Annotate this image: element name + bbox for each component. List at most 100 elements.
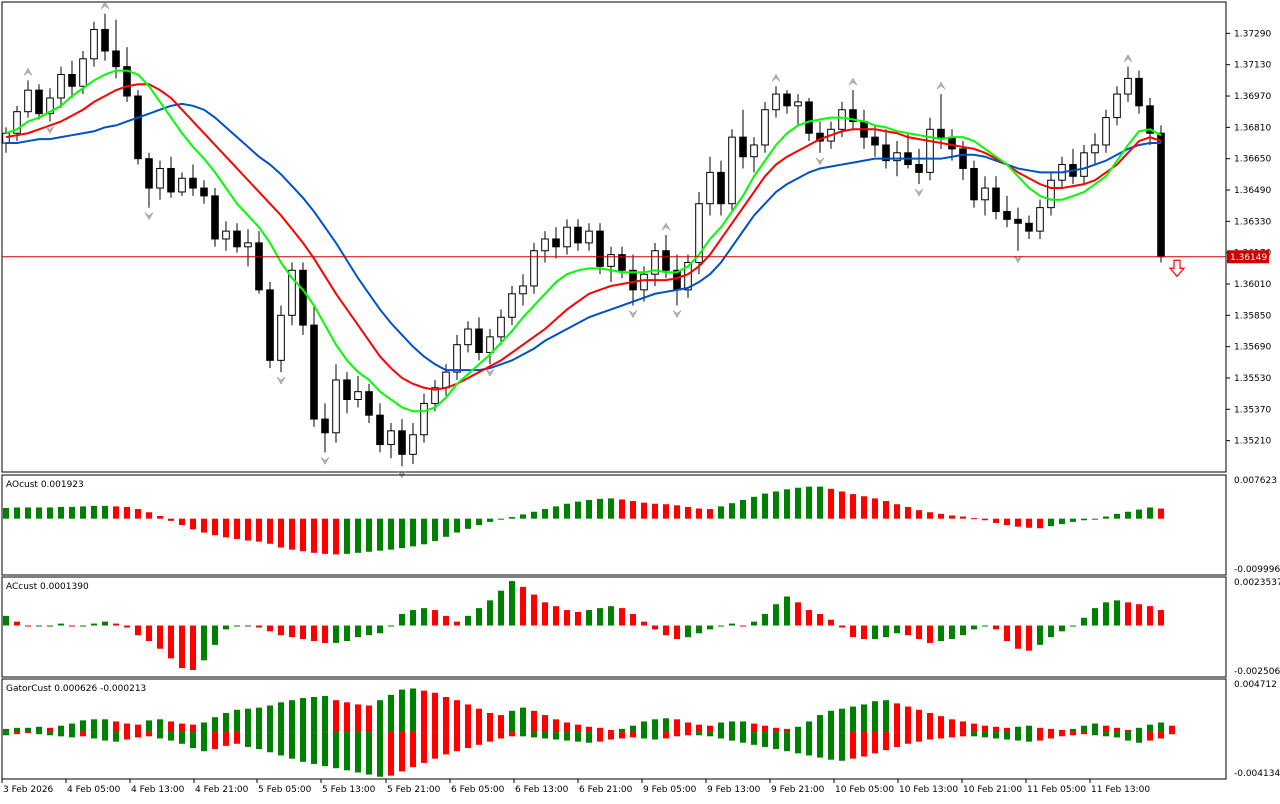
time-tick-label: 11 Feb 13:00 [1091, 785, 1150, 795]
ac-max-label: 0.0023537 [1234, 578, 1280, 588]
gator-lower-bar-up [717, 732, 725, 739]
gator-lower-bar-up [266, 732, 274, 753]
histogram-bar-up [409, 610, 417, 626]
histogram-bar-down [167, 625, 175, 659]
gator-upper-bar-up [1091, 723, 1099, 733]
price-tick-label: 1.36330 [1234, 217, 1271, 227]
bear-candle [1157, 132, 1165, 258]
bull-candle [277, 314, 285, 361]
gator-upper-bar-up [244, 708, 252, 733]
fractal-markers [23, 1, 1133, 479]
histogram-bar-up [354, 518, 362, 553]
sell-arrow-shape [1168, 259, 1186, 278]
histogram-bar-up [1069, 625, 1077, 627]
gator-upper-bar-up [35, 726, 43, 733]
bull-candle [409, 434, 417, 455]
histogram-bar-down [1157, 508, 1165, 519]
gator-upper-bar-down [772, 727, 780, 733]
ao-pane[interactable]: AOcust 0.001923 0.007623 -0.009996 [1, 474, 1280, 576]
histogram-bar-down [640, 621, 648, 626]
histogram-bar-down [145, 512, 153, 519]
histogram-bar-down [629, 613, 637, 626]
gator-upper-bar-down [365, 705, 373, 733]
time-axis[interactable]: 3 Feb 2026 4 Feb 05:00 4 Feb 13:00 4 Feb 21… [1, 779, 1150, 795]
gator-lower-bar-down [1146, 732, 1154, 741]
gator-lower-bar-up [68, 732, 76, 738]
bear-candle [629, 269, 637, 291]
histogram-bar-up [1091, 518, 1099, 520]
bull-candle [178, 177, 186, 193]
gator-upper-bar-down [112, 721, 120, 733]
bull-candle [486, 336, 494, 354]
gator-upper-bar-down [948, 719, 956, 733]
histogram-bar-up [409, 518, 417, 547]
histogram-bar-up [2, 507, 10, 519]
fractal-down-icon [1013, 255, 1023, 264]
histogram-bar-up [387, 518, 395, 550]
bull-candle [1091, 144, 1099, 154]
gator-lower-bar-down [442, 732, 450, 755]
gator-upper-bar-up [2, 728, 10, 733]
gator-upper-bar-up [728, 721, 736, 733]
gator-lower-bar-down [1080, 732, 1088, 735]
gator-lower-bar-up [299, 732, 307, 762]
fractal-up-icon [661, 222, 671, 231]
gator-upper-bar-up [1025, 725, 1033, 733]
bear-candle [992, 187, 1000, 213]
histogram-bar-up [420, 518, 428, 545]
ao-histogram [2, 486, 1165, 555]
price-tick-label: 1.35850 [1234, 311, 1271, 321]
bear-candle [123, 66, 131, 97]
gator-lower-bar-down [398, 732, 406, 772]
gator-upper-bar-up [662, 718, 670, 733]
time-tick-label: 4 Feb 05:00 [67, 785, 121, 795]
bear-candle [1025, 222, 1033, 232]
gator-lower-bar-down [882, 732, 890, 751]
gator-lower-bar-up [288, 732, 296, 759]
gator-upper-bar-down [596, 727, 604, 733]
bear-candle [200, 187, 208, 197]
histogram-bar-up [57, 623, 65, 626]
bull-candle [354, 391, 362, 401]
gator-upper-bar-down [178, 723, 186, 733]
bull-candle [288, 269, 296, 316]
bull-candle [926, 128, 934, 173]
main-price-pane[interactable]: 1.37290 1.37130 1.36970 1.36810 1.36650 1.364… [1, 1, 1271, 479]
histogram-bar-up [1135, 509, 1143, 519]
histogram-bar-down [1036, 518, 1044, 529]
ac-pane[interactable]: ACcust 0.0001390 0.0023537 -0.0025062 [1, 576, 1280, 678]
histogram-bar-down [992, 625, 1000, 630]
gator-upper-bar-down [354, 704, 362, 733]
gator-min-label: -0.004134 [1234, 769, 1280, 779]
histogram-bar-up [585, 610, 593, 626]
fractal-down-icon [276, 376, 286, 385]
gator-lower-bar-up [1014, 732, 1022, 741]
histogram-bar-up [2, 615, 10, 626]
gator-lower-bar-up [1025, 732, 1033, 742]
gator-lower-bar-up [277, 732, 285, 756]
gator-upper-bar-down [552, 719, 560, 733]
histogram-bar-down [695, 508, 703, 519]
gator-upper-bar-down [420, 690, 428, 733]
histogram-bar-down [574, 611, 582, 626]
gator-upper-bar-down [475, 708, 483, 733]
gator-upper-bar-down [607, 729, 615, 733]
gator-pane[interactable]: GatorCust 0.000626 -0.000213 0.004712 -0… [1, 678, 1280, 780]
gator-upper-bar-up [387, 694, 395, 733]
gator-upper-bar-up [79, 720, 87, 733]
bear-candle [552, 238, 560, 248]
gator-upper-bar-up [618, 728, 626, 733]
histogram-bar-down [838, 491, 846, 519]
gator-lower-bar-up [90, 732, 98, 739]
histogram-bar-up [530, 511, 538, 519]
histogram-bar-up [222, 625, 230, 630]
histogram-bar-up [750, 496, 758, 519]
gator-upper-bar-down [926, 712, 934, 733]
fractal-down-icon [45, 126, 55, 134]
fractal-down-icon [672, 310, 682, 319]
histogram-bar-up [475, 518, 483, 526]
gator-lower-bar-down [860, 732, 868, 757]
bull-candle [508, 293, 516, 318]
